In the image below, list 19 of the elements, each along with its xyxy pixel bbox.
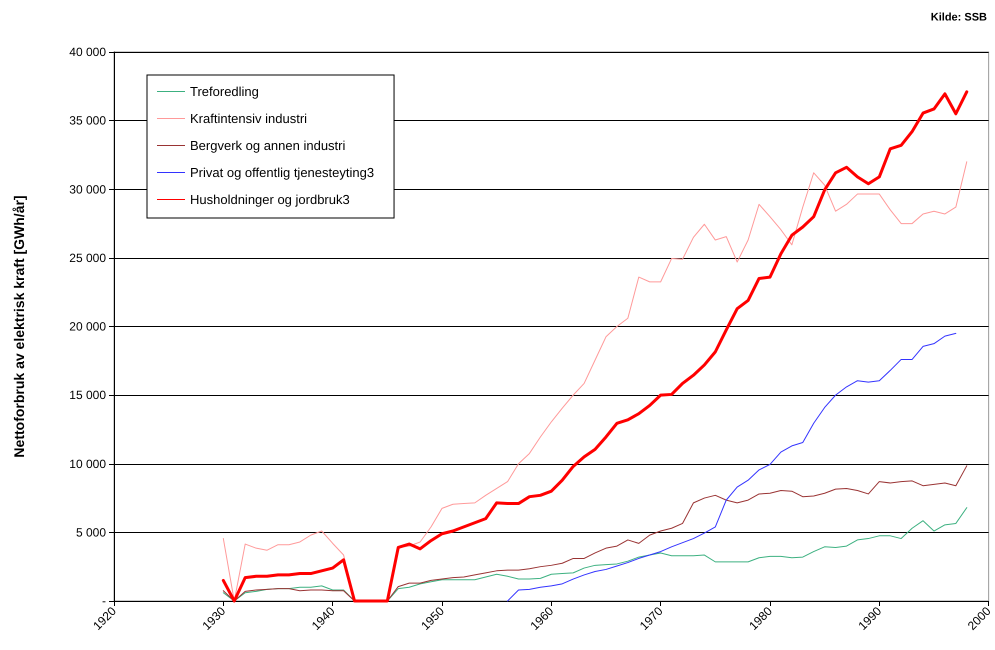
y-tick-label: 20 000 [69, 320, 106, 334]
legend-label: Treforedling [190, 84, 259, 99]
legend-label: Privat og offentlig tjenesteyting3 [190, 165, 374, 180]
y-tick-label: 15 000 [69, 388, 106, 402]
y-tick-label: 35 000 [69, 114, 106, 128]
y-tick-label: - [102, 594, 106, 608]
line-series [507, 332, 956, 602]
y-tick-label: 10 000 [69, 456, 106, 471]
legend-label: Husholdninger og jordbruk3 [190, 192, 350, 207]
legend-label: Bergverk og annen industri [190, 138, 346, 153]
y-tick-label: 25 000 [69, 250, 106, 265]
y-axis-title: Nettoforbruk av elektrisk kraft [GWh/år] [11, 195, 27, 458]
legend-label: Kraftintensiv industri [190, 111, 308, 126]
y-tick-label: 5 000 [76, 525, 106, 540]
y-tick-label: 40 000 [69, 45, 106, 59]
line-series [222, 507, 968, 602]
text: Kilde: SSB [930, 12, 988, 24]
y-tick-label: 30 000 [69, 182, 106, 196]
line-series [222, 465, 968, 602]
